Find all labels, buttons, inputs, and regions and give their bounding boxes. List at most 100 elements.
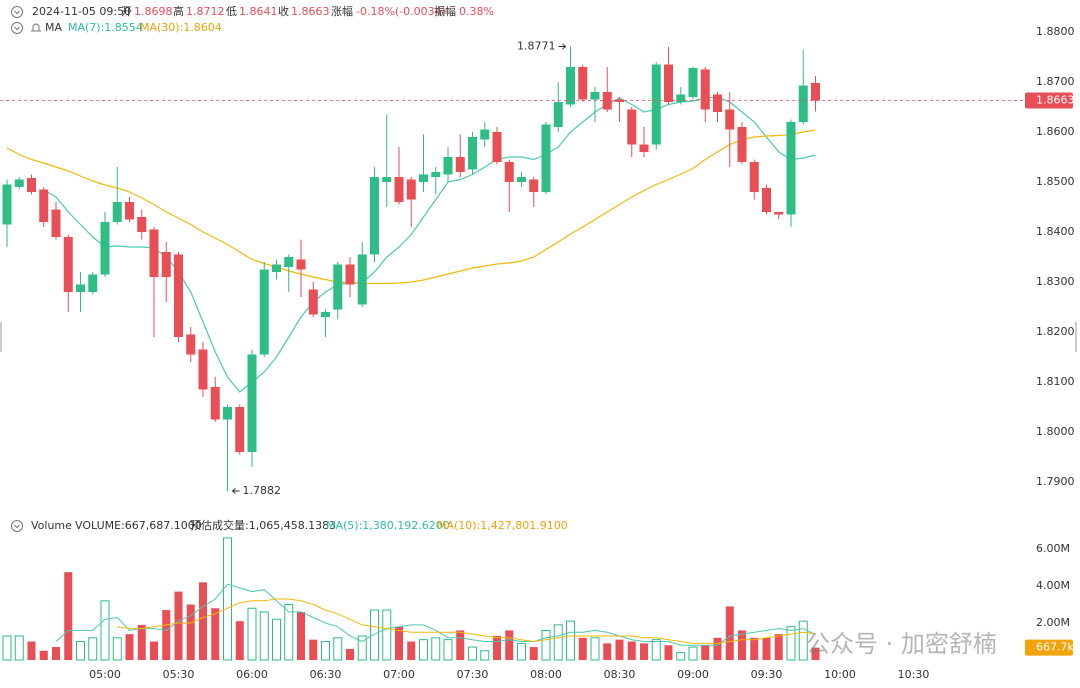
volume-bar (211, 608, 220, 660)
volume-bar (76, 641, 85, 661)
volume-bar (688, 646, 698, 661)
candle-body (174, 254, 183, 337)
volume-bar (39, 650, 48, 660)
volume-bar (480, 650, 490, 661)
x-tick-label: 06:30 (310, 668, 342, 681)
collapse-chevron (14, 10, 20, 15)
candle-body (296, 259, 306, 270)
collapse-icon[interactable] (11, 520, 23, 532)
collapse-icon[interactable] (11, 6, 23, 18)
edge-handle[interactable] (0, 322, 1077, 352)
ma-line (43, 96, 816, 393)
legend-entry: MA(5):1,380,192.6200 (326, 519, 450, 532)
volume-bar (357, 635, 367, 661)
volume-bar (750, 637, 759, 660)
legend-entry: MA(30):1.8604 (140, 21, 222, 34)
y-tick-label: 1.8000 (1036, 425, 1075, 438)
volume-bar (112, 637, 122, 661)
last-volume-label: 667.7k (1036, 641, 1074, 654)
candle-body (774, 212, 784, 215)
y-tick-label: 1.8200 (1036, 325, 1075, 338)
volume-bar (14, 635, 24, 661)
alert-icon[interactable] (31, 23, 41, 32)
plot: 1.8800 1.8700 1.8600 1.8500 1.8400 1.8300 1.82… (0, 25, 1075, 681)
candle-body (676, 94, 686, 102)
annotation: 1.8771 (517, 40, 556, 53)
candle-body (186, 334, 196, 355)
candle-body (198, 349, 208, 390)
x-tick-label: 05:30 (163, 668, 195, 681)
volume-bar (566, 620, 575, 661)
y-tick-label: 6.00M (1036, 542, 1070, 555)
volume-bar (725, 606, 734, 660)
volume-bar (774, 634, 783, 660)
low-label: 低 (226, 5, 237, 18)
volume-bar (603, 643, 612, 660)
candle-body (419, 174, 428, 182)
candle-body (541, 124, 551, 192)
candle-body (480, 129, 490, 140)
volume-bar (529, 647, 538, 660)
x-tick-label: 10:00 (824, 668, 856, 681)
annotation: 1.7882 (243, 484, 282, 497)
volume-bar (52, 647, 60, 660)
y-tick-label: 1.8700 (1036, 75, 1075, 88)
candle-body (51, 209, 61, 237)
candle-body (284, 257, 294, 267)
volume-bar (88, 637, 98, 661)
date: 2024-11-05 09:50 (32, 5, 131, 18)
high-label: 高 (173, 4, 184, 18)
volume-bar (578, 637, 587, 660)
candle-body (431, 172, 441, 177)
volume-bar (272, 618, 281, 661)
volume-bar (2, 635, 12, 661)
candle-body (713, 94, 722, 112)
candle-body (798, 85, 808, 122)
volume-bar (100, 600, 110, 661)
amplitude-value: 0.38% (459, 5, 494, 18)
collapse-icon[interactable] (11, 22, 23, 34)
y-tick-label: 1.8600 (1036, 125, 1075, 138)
volume-bar (798, 620, 808, 661)
candle-body (88, 274, 98, 292)
volume-bar (541, 629, 551, 661)
volume-bar (517, 642, 526, 661)
volume-bar (553, 624, 563, 661)
y-tick-label: 1.8800 (1036, 25, 1075, 38)
volume-bar (64, 572, 73, 660)
volume-bar (456, 630, 465, 660)
candle-body (492, 132, 502, 162)
x-tick-label: 08:30 (604, 668, 636, 681)
candle-body (578, 67, 588, 100)
candle-body (566, 67, 575, 105)
candle-body (2, 184, 12, 225)
x-tick-label: 08:00 (530, 668, 562, 681)
candle-body (137, 217, 147, 232)
volume-bar (811, 647, 820, 660)
volume-bar (174, 591, 183, 660)
volume-bar (786, 626, 796, 661)
candle-body (333, 264, 343, 310)
candle-body (406, 179, 416, 200)
watermark: 公众号 · 加密舒楠 (806, 630, 997, 658)
candle-body (529, 179, 539, 192)
candle-body (504, 162, 514, 182)
volume-estimate: 预估成交量:1,065,458.1383 (190, 518, 336, 532)
candle-body (149, 229, 159, 277)
volume-bar (284, 604, 294, 661)
candle-body (749, 162, 759, 192)
last-price-label: 1.8663 (1036, 94, 1075, 107)
candle-body (125, 202, 134, 220)
open-label: 开 (121, 5, 132, 18)
low-value: 1.8641 (239, 5, 278, 18)
volume-bar (627, 641, 636, 660)
volume-bar (346, 648, 354, 660)
volume-bar (309, 639, 318, 660)
volume-bar (382, 609, 392, 661)
candle-body (455, 157, 465, 172)
volume-bar (615, 639, 624, 660)
annotation-arrow (558, 43, 567, 50)
close-label: 收 (278, 4, 289, 18)
candle-body (308, 289, 318, 315)
candle-body (14, 179, 24, 187)
